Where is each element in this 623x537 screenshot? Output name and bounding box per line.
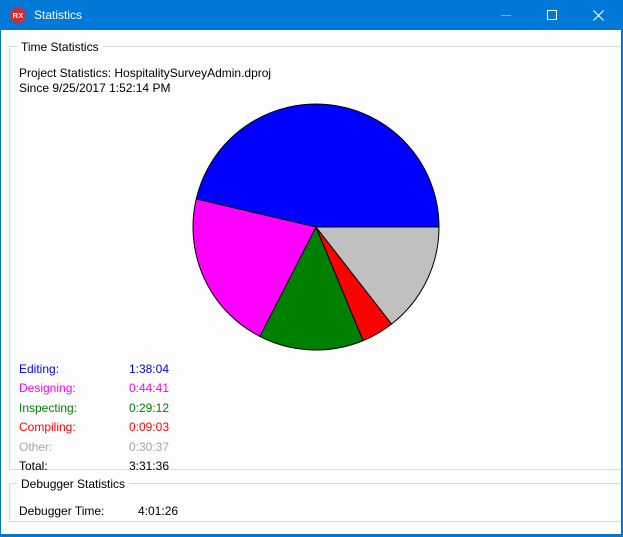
legend-row: Inspecting: 0:29:12 — [19, 401, 169, 415]
time-statistics-pie-chart — [192, 103, 440, 351]
titlebar: RX Statistics — [1, 0, 621, 30]
debugger-time-value: 4:01:26 — [138, 504, 179, 518]
legend-label: Compiling: — [19, 420, 76, 435]
window-controls — [483, 0, 621, 30]
debugger-statistics-groupbox — [9, 483, 621, 522]
pie-slice-other — [314, 226, 440, 325]
rad-studio-app-icon: RX — [10, 7, 26, 23]
project-statistics-line: Project Statistics: HospitalitySurveyAdm… — [19, 66, 272, 80]
legend-value: 1:38:04 — [128, 362, 169, 376]
legend-row: Other: 0:30:37 — [19, 440, 169, 454]
legend-value: 0:09:03 — [128, 420, 169, 435]
minimize-button[interactable] — [483, 0, 529, 30]
legend-value: 0:30:37 — [128, 439, 169, 454]
legend-row: Compiling: 0:09:03 — [19, 420, 169, 434]
window-title: Statistics — [34, 8, 83, 22]
legend-label: Designing: — [19, 381, 76, 396]
legend-label: Editing: — [19, 362, 60, 376]
legend-row: Editing: 1:38:04 — [19, 362, 169, 376]
legend-row: Designing: 0:44:41 — [19, 381, 169, 395]
pie-slice-inspecting — [259, 225, 364, 351]
pie-slice-editing — [195, 103, 440, 228]
legend-value: 0:44:41 — [128, 381, 169, 396]
maximize-button[interactable] — [529, 0, 575, 30]
debugger-statistics-group-label: Debugger Statistics — [17, 477, 130, 491]
pie-slice-designing — [192, 198, 317, 338]
debugger-time-label: Debugger Time: — [19, 504, 105, 518]
since-line: Since 9/25/2017 1:52:14 PM — [19, 81, 171, 95]
legend-label: Other: — [19, 439, 53, 454]
close-icon — [592, 9, 604, 21]
minimize-icon — [501, 14, 511, 16]
time-statistics-groupbox — [9, 46, 621, 470]
legend-value: 3:31:36 — [128, 459, 169, 473]
time-statistics-group-label: Time Statistics — [17, 40, 103, 54]
legend-label: Inspecting: — [19, 400, 78, 415]
legend-value: 0:29:12 — [128, 400, 169, 415]
legend-row-total: Total: 3:31:36 — [19, 459, 169, 473]
legend-label: Total: — [19, 459, 48, 473]
close-button[interactable] — [575, 0, 621, 30]
maximize-icon — [547, 10, 557, 20]
